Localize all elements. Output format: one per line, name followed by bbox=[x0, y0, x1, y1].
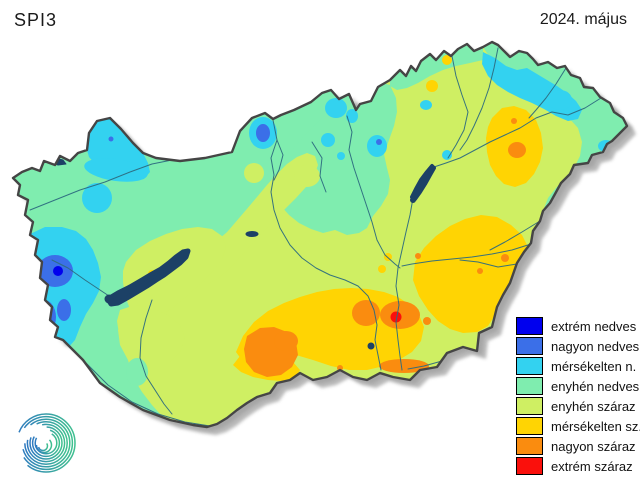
legend-label: enyhén nedves bbox=[551, 378, 640, 394]
river-sajo bbox=[447, 55, 469, 159]
legend-label: extrém nedves bbox=[551, 318, 637, 334]
legend-swatch-moderately-dry bbox=[516, 417, 543, 435]
legend-label: nagyon nedves bbox=[551, 338, 640, 354]
legend-swatch-slightly-dry bbox=[516, 397, 543, 415]
map-title: SPI3 bbox=[14, 10, 58, 30]
spiral-logo-icon bbox=[16, 413, 76, 473]
lake-kis-balaton bbox=[104, 294, 114, 304]
legend-swatch-slightly-wet bbox=[516, 377, 543, 395]
map-date: 2024. május bbox=[539, 11, 627, 28]
legend-row: mérsékelten sz. bbox=[516, 416, 640, 436]
river-koros bbox=[401, 220, 541, 268]
legend-swatch-very-wet bbox=[516, 337, 543, 355]
legend-label: mérsékelten sz. bbox=[551, 418, 640, 434]
river-hernad bbox=[459, 47, 499, 151]
legend-swatch-extremely-dry bbox=[516, 457, 543, 475]
lake-velence bbox=[245, 231, 259, 237]
zone-extremely-dry bbox=[390, 311, 402, 323]
legend-swatch-moderately-wet bbox=[516, 357, 543, 375]
legend-row: nagyon nedves bbox=[516, 336, 640, 356]
river-danube bbox=[270, 119, 382, 371]
legend-row: nagyon száraz bbox=[516, 436, 640, 456]
river-sio bbox=[139, 299, 173, 415]
legend-swatch-very-dry bbox=[516, 437, 543, 455]
legend-label: enyhén száraz bbox=[551, 398, 636, 414]
legend: extrém nedves nagyon nedves mérsékelten … bbox=[516, 316, 640, 476]
river-ipoly bbox=[311, 141, 327, 193]
legend-row: enyhén száraz bbox=[516, 396, 640, 416]
legend-row: extrém nedves bbox=[516, 316, 640, 336]
legend-label: extrém száraz bbox=[551, 458, 633, 474]
river-bodrog bbox=[528, 67, 567, 119]
river-danube-branch bbox=[273, 139, 284, 181]
legend-label: nagyon száraz bbox=[551, 438, 636, 454]
legend-swatch-extreme-wet bbox=[516, 317, 543, 335]
lakes bbox=[51, 157, 436, 350]
river-zala bbox=[51, 259, 110, 297]
legend-row: extrém száraz bbox=[516, 456, 640, 476]
legend-row: mérsékelten n. bbox=[516, 356, 640, 376]
lake-balaton bbox=[105, 248, 191, 307]
legend-label: mérsékelten n. bbox=[551, 358, 637, 374]
legend-row: enyhén nedves bbox=[516, 376, 640, 396]
river-zagyva bbox=[346, 115, 401, 269]
zone-very-dry bbox=[244, 118, 526, 377]
river-tisza bbox=[395, 97, 602, 371]
zone-slightly-dry-patches bbox=[117, 153, 320, 368]
small-water-dot bbox=[367, 342, 375, 350]
